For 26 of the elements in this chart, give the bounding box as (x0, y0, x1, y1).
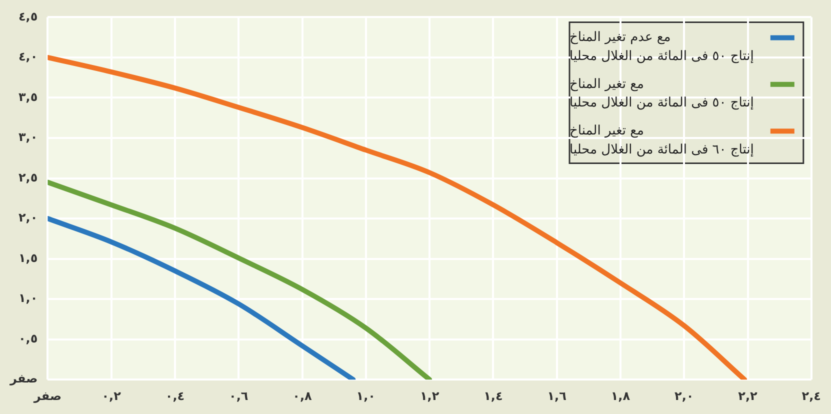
x-tick-label: ٢,٠ (674, 388, 694, 403)
x-tick-label: صفر (32, 388, 62, 403)
y-tick-label: ١,٥ (18, 250, 38, 265)
x-tick-label: ٢,٤ (802, 388, 822, 403)
x-tick-label: ٠,٢ (102, 388, 122, 403)
x-tick-label: ١,٤ (484, 388, 503, 403)
x-tick-label: ١,٦ (547, 388, 566, 403)
x-tick-label: ٠,٦ (229, 388, 248, 403)
x-tick-label: ٠,٤ (165, 388, 185, 403)
x-tick-label: ٢,٢ (738, 388, 758, 403)
x-tick-label: ١,٠ (356, 388, 376, 403)
y-tick-label: ٤,٠ (18, 50, 38, 64)
y-tick-label: ٠,٥ (18, 331, 38, 346)
y-tick-label: ٢,٠ (18, 210, 38, 225)
x-tick-label: ٠,٨ (292, 388, 313, 403)
legend-label: مع تغير المناخ إنتاج ٥٠ فى المائة من الغلال محليا (569, 76, 754, 111)
y-tick-label: ٢,٥ (18, 170, 38, 184)
y-tick-label: ٤,٥ (18, 9, 38, 24)
y-tick-label: ٣,٠ (18, 130, 38, 144)
y-tick-label: ٣,٥ (18, 90, 38, 104)
x-tick-label: ١,٢ (420, 388, 440, 403)
legend-label: مع تغير المناخ إنتاج ٦٠ فى المائة من الغلال محليا (569, 123, 754, 158)
x-tick-label: ١,٨ (610, 388, 631, 403)
legend-label: مع عدم تغير المناخ إنتاج ٥٠ فى المائة من الغلال محليا (569, 30, 754, 64)
y-tick-label: صفر (8, 372, 38, 386)
y-tick-label: ١,٠ (18, 291, 38, 306)
